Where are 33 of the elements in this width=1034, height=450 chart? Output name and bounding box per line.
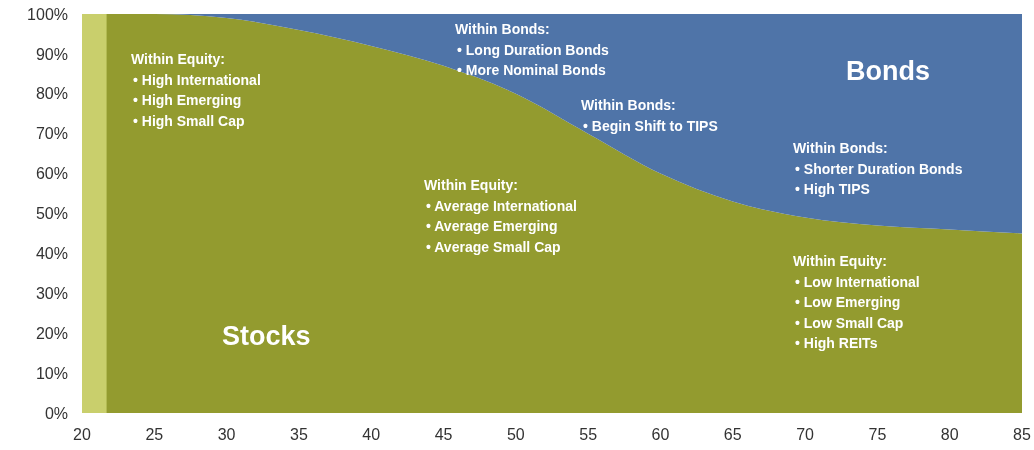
y-tick-label: 40% xyxy=(35,245,68,262)
x-tick-label: 85 xyxy=(1013,426,1031,443)
annotation: Within Equity: • Average International • Average Emerging • Average Small Cap xyxy=(424,177,577,255)
x-tick-label: 25 xyxy=(145,426,164,443)
y-tick-label: 10% xyxy=(35,364,68,382)
x-tick-label: 30 xyxy=(217,426,236,443)
y-tick-label: 100% xyxy=(27,5,68,23)
x-tick-label: 60 xyxy=(651,426,670,443)
series-label: Stocks xyxy=(222,321,311,351)
x-tick-label: 75 xyxy=(868,426,887,443)
x-tick-label: 45 xyxy=(434,426,453,443)
y-tick-label: 30% xyxy=(35,284,68,302)
annotation: Within Bonds: • Long Duration Bonds • More Nominal Bonds xyxy=(455,21,610,78)
annotation: Within Bonds: • Shorter Duration Bonds • High TIPS xyxy=(793,140,963,197)
y-tick-label: 90% xyxy=(35,45,68,63)
x-tick-label: 50 xyxy=(506,426,525,443)
series-label: Bonds xyxy=(846,56,930,86)
x-tick-label: 80 xyxy=(940,426,959,443)
y-tick-label: 60% xyxy=(35,165,68,183)
annotation: Within Equity: • Low International • Low Emerging • Low Small Cap • High REITs xyxy=(793,253,920,351)
x-tick-label: 40 xyxy=(362,426,381,443)
y-tick-label: 70% xyxy=(35,125,68,143)
x-tick-label: 65 xyxy=(723,426,742,443)
y-tick-label: 50% xyxy=(35,205,68,223)
x-tick-label: 35 xyxy=(290,426,308,443)
y-tick-label: 0% xyxy=(44,404,68,422)
annotation: Within Bonds: • Begin Shift to TIPS xyxy=(581,97,718,134)
annotation: Within Equity: • High International • High Emerging • High Small Cap xyxy=(131,51,261,129)
x-tick-label: 70 xyxy=(796,426,815,443)
y-tick-label: 20% xyxy=(35,324,68,342)
x-tick-label: 20 xyxy=(73,426,91,443)
x-tick-label: 55 xyxy=(579,426,598,443)
y-tick-label: 80% xyxy=(35,85,68,103)
